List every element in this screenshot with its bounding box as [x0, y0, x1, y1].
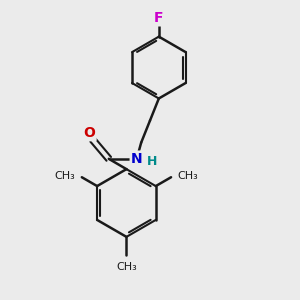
Text: CH₃: CH₃: [116, 262, 137, 272]
Text: H: H: [147, 155, 157, 168]
Text: N: N: [131, 152, 142, 166]
Text: F: F: [154, 11, 164, 26]
Text: O: O: [84, 126, 96, 140]
Text: CH₃: CH₃: [55, 171, 75, 181]
Text: CH₃: CH₃: [178, 171, 198, 181]
